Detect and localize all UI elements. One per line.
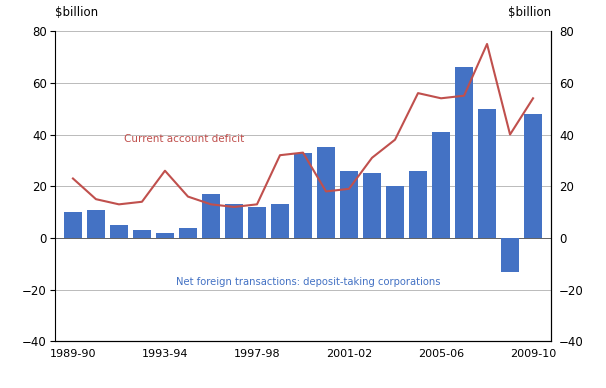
Bar <box>364 173 381 238</box>
Bar <box>410 171 427 238</box>
Bar <box>202 194 219 238</box>
Bar <box>110 225 128 238</box>
Bar <box>341 171 358 238</box>
Bar <box>64 212 82 238</box>
Bar <box>179 228 196 238</box>
Bar <box>156 233 173 238</box>
Bar <box>524 114 542 238</box>
Bar <box>478 109 496 238</box>
Bar <box>456 67 473 238</box>
Bar <box>133 230 150 238</box>
Text: Net foreign transactions: deposit-taking corporations: Net foreign transactions: deposit-taking… <box>176 277 441 286</box>
Bar <box>225 204 242 238</box>
Bar <box>318 147 335 238</box>
Text: $billion: $billion <box>55 5 98 19</box>
Bar <box>295 152 311 238</box>
Bar <box>87 210 105 238</box>
Bar <box>248 207 265 238</box>
Text: Current account deficit: Current account deficit <box>124 134 244 144</box>
Bar <box>387 186 404 238</box>
Bar <box>433 132 450 238</box>
Bar <box>271 204 288 238</box>
Bar <box>501 238 519 272</box>
Text: $billion: $billion <box>508 5 551 19</box>
